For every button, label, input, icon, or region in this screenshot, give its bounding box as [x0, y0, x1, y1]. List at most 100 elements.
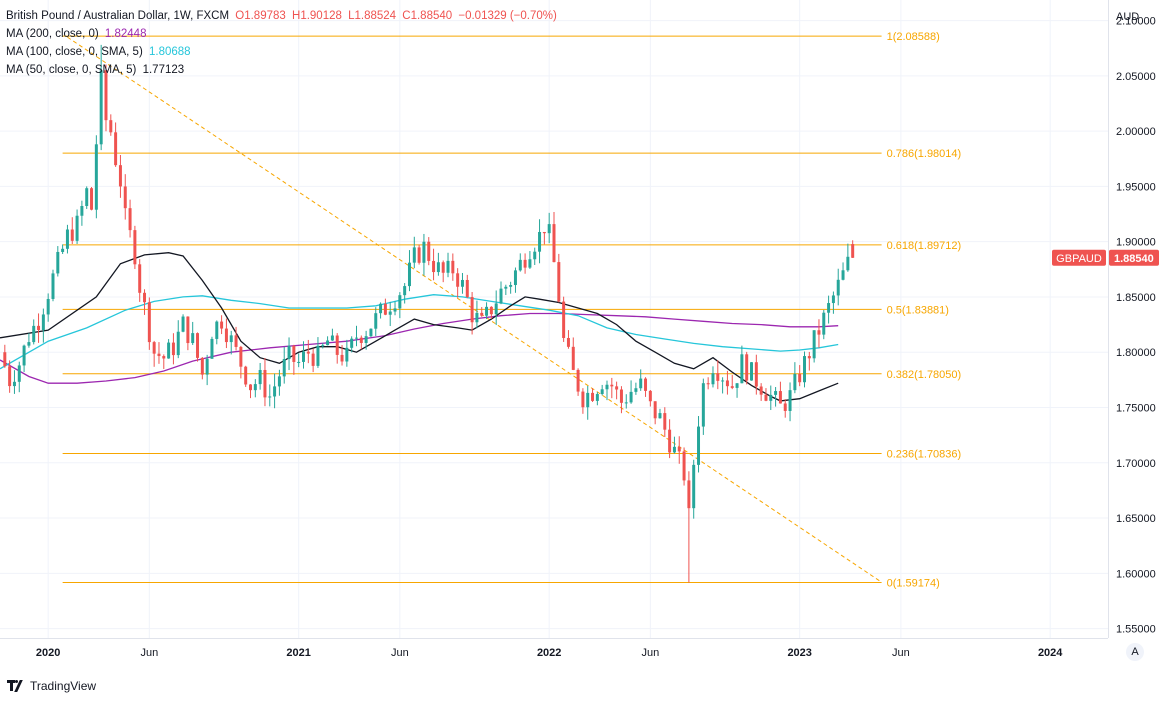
last-price-tag-text: 1.88540	[1114, 253, 1154, 265]
legend-ma200-row[interactable]: MA (200, close, 0) 1.82448	[6, 25, 557, 43]
candle-body-140	[721, 380, 724, 381]
candle-body-106	[557, 262, 560, 301]
candle-body-76	[413, 247, 416, 262]
auto-scale-button[interactable]: A	[1126, 643, 1144, 661]
candle-body-49	[283, 359, 286, 376]
candle-body-165	[842, 270, 845, 280]
candle-body-20	[143, 293, 146, 302]
candle-body-148	[760, 387, 763, 395]
legend-ma100-row[interactable]: MA (100, close, 0, SMA, 5) 1.80688	[6, 43, 557, 61]
candle-body-31	[196, 333, 199, 358]
candle-body-153	[784, 403, 787, 411]
x-tick-label-4: 2022	[537, 647, 561, 659]
candle-body-72	[394, 308, 397, 311]
fib-level-label-6: 0(1.59174)	[887, 577, 940, 589]
candle-body--2	[37, 326, 40, 330]
symbol-title[interactable]: British Pound / Australian Dollar, 1W, F…	[6, 10, 229, 22]
candle-body-1	[51, 273, 54, 299]
symbol-tag-text: GBPAUD	[1056, 253, 1102, 265]
y-tick-label-8: 1.70000	[1116, 458, 1156, 470]
candle-body-41	[244, 367, 247, 385]
candle-body-127	[658, 413, 661, 418]
candle-body-3	[61, 249, 64, 252]
close-value: 1.88540	[411, 10, 453, 22]
candle-body-116	[605, 385, 608, 390]
candle-body-53	[302, 352, 305, 362]
candle-body-142	[731, 386, 734, 388]
candle-body-15	[119, 165, 122, 186]
grid-lines	[0, 0, 1108, 638]
candle-body-130	[673, 447, 676, 453]
x-tick-label-2: 2021	[286, 647, 310, 659]
candle-body-110	[577, 370, 580, 392]
tradingview-logo-icon	[7, 680, 25, 692]
candle-body--8	[8, 366, 11, 386]
x-tick-label-3: Jun	[391, 647, 409, 659]
candle-body-55	[312, 354, 315, 366]
candle-body-81	[437, 262, 440, 272]
candle-body-40	[239, 347, 242, 367]
candle-body-64	[355, 338, 358, 339]
candle-body-99	[524, 260, 527, 268]
candle-body-113	[591, 393, 594, 401]
open-label: O	[235, 10, 244, 22]
candle-body-6	[76, 216, 79, 241]
candle-body-121	[630, 392, 633, 403]
candle-body-102	[538, 232, 541, 252]
candle-body-91	[485, 307, 488, 316]
candle-body-131	[678, 447, 681, 452]
candle-body-137	[707, 383, 710, 384]
candle-body-25	[167, 343, 170, 359]
fibonacci-retracement[interactable]: 1(2.08588)0.786(1.98014)0.618(1.89712)0.…	[63, 31, 962, 589]
ma200-line	[0, 314, 838, 384]
candle-body-7	[80, 206, 83, 216]
candle-body-61	[341, 355, 344, 362]
candle-body-154	[789, 390, 792, 411]
legend-ma50-row[interactable]: MA (50, close, 0, SMA, 5) 1.77123	[6, 61, 557, 79]
candle-body-112	[586, 393, 589, 407]
candle-body-30	[191, 333, 194, 343]
fib-level-label-1: 0.786(1.98014)	[887, 148, 962, 160]
candle-body--4	[27, 342, 30, 346]
candle-body-129	[668, 430, 671, 453]
x-tick-label-7: Jun	[892, 647, 910, 659]
candle-body-33	[206, 359, 209, 375]
candle-body-74	[403, 286, 406, 295]
candle-body-71	[389, 312, 392, 315]
candle-body-36	[220, 322, 223, 329]
candle-body-120	[625, 402, 628, 403]
candle-body-16	[124, 186, 127, 208]
ma100-value: 1.80688	[149, 46, 191, 58]
y-tick-label-10: 1.60000	[1116, 568, 1156, 580]
candle-body-59	[331, 336, 334, 341]
candle-body-82	[442, 262, 445, 273]
candle-body-51	[292, 346, 295, 362]
candle-body-87	[466, 280, 469, 297]
candle-body-4	[66, 230, 69, 249]
candle-body-68	[374, 313, 377, 329]
low-value: 1.88524	[355, 10, 397, 22]
candle-body-85	[456, 273, 459, 286]
candle-body-75	[408, 263, 411, 286]
tradingview-footer[interactable]: TradingView	[7, 679, 96, 693]
candle-body-166	[846, 257, 849, 271]
candle-body-122	[634, 388, 637, 392]
fib-level-label-0: 1(2.08588)	[887, 31, 940, 43]
candle-body-10	[95, 144, 98, 209]
candle-body-84	[451, 261, 454, 273]
candle-body-97	[514, 270, 517, 285]
ma50-value: 1.77123	[143, 64, 185, 76]
candle-body-146	[750, 362, 753, 380]
candle-body-152	[779, 391, 782, 403]
candle-body-139	[716, 373, 719, 381]
candle-body-128	[663, 413, 666, 430]
candle-body-78	[422, 242, 425, 263]
candle-body-70	[384, 304, 387, 315]
x-tick-label-6: 2023	[787, 647, 811, 659]
candle-body-35	[215, 322, 218, 339]
candle-body-47	[273, 386, 276, 396]
candle-body-111	[581, 392, 584, 408]
candle-body-88	[471, 297, 474, 322]
